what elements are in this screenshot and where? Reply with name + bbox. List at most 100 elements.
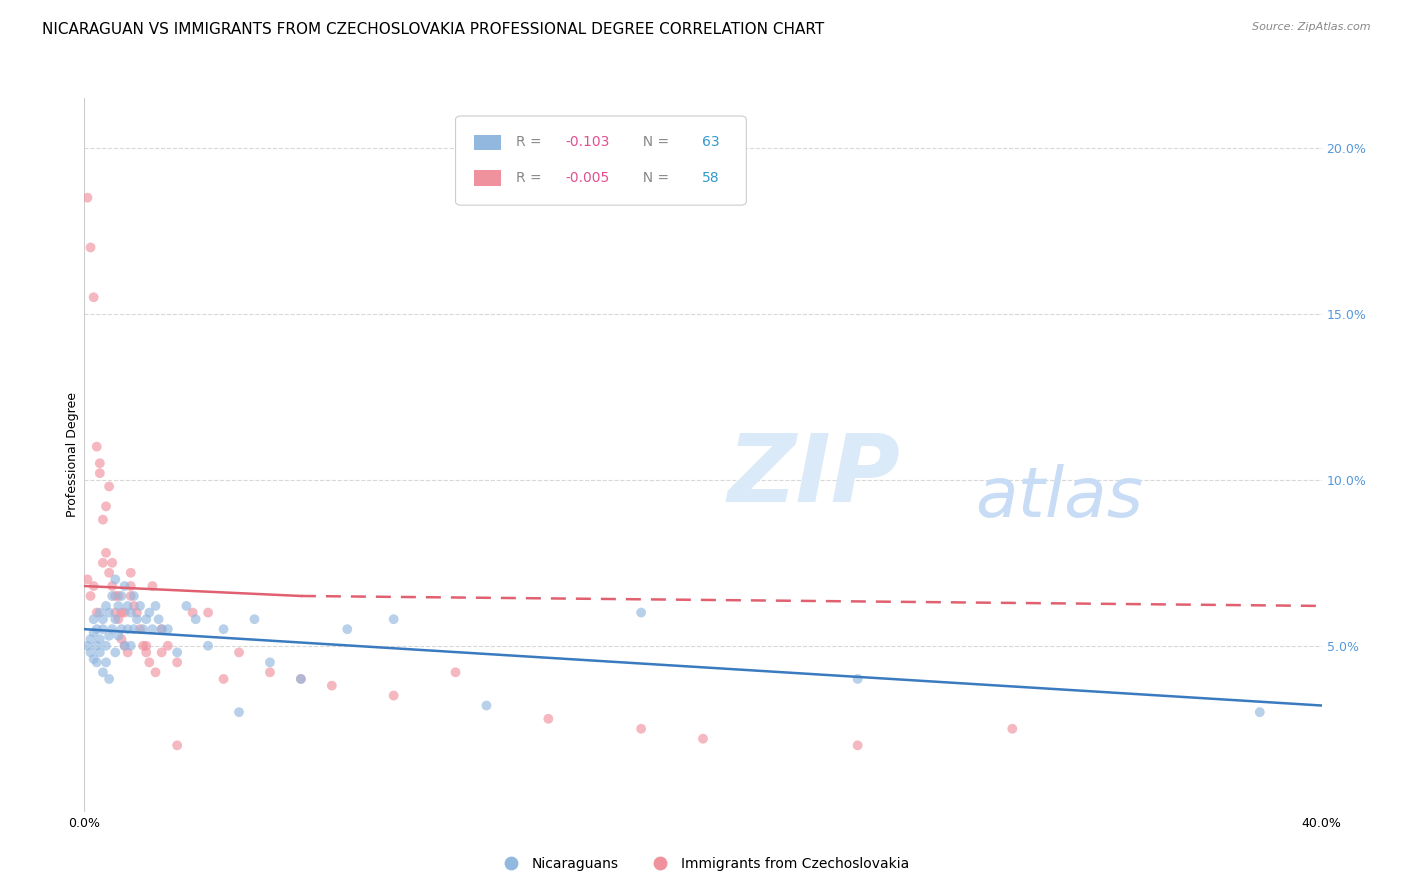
Point [176, 599, 198, 613]
Point [83, 612, 105, 626]
Point [120, 566, 142, 580]
Point [98, 479, 121, 493]
Point [630, 722, 652, 736]
Point [101, 622, 124, 636]
Point [228, 645, 250, 659]
Point [83, 625, 105, 640]
Point [94, 639, 117, 653]
Point [101, 579, 124, 593]
Point [141, 622, 163, 636]
Point [382, 612, 405, 626]
Point [132, 639, 155, 653]
Point [89, 606, 111, 620]
Point [184, 612, 207, 626]
Point [110, 632, 132, 647]
Point [156, 622, 179, 636]
Point [475, 698, 498, 713]
Text: ZIP: ZIP [728, 430, 901, 523]
Point [382, 689, 405, 703]
Point [107, 589, 129, 603]
Point [101, 589, 124, 603]
Point [79, 240, 101, 254]
Point [98, 566, 121, 580]
Point [138, 606, 160, 620]
Point [117, 599, 139, 613]
Point [117, 622, 139, 636]
Point [114, 606, 136, 620]
Text: R =: R = [516, 171, 546, 185]
Bar [474, 170, 502, 186]
Point [120, 579, 142, 593]
Point [91, 556, 114, 570]
Point [125, 612, 148, 626]
Point [104, 589, 127, 603]
Point [107, 629, 129, 643]
Point [79, 632, 101, 647]
Point [104, 573, 127, 587]
Point [86, 656, 108, 670]
Point [98, 672, 121, 686]
Point [145, 599, 167, 613]
Point [94, 656, 117, 670]
Point [290, 672, 312, 686]
Point [145, 665, 167, 680]
Point [148, 612, 170, 626]
Point [86, 440, 108, 454]
Point [444, 665, 467, 680]
Text: -0.005: -0.005 [565, 171, 610, 185]
Point [86, 639, 108, 653]
Point [129, 622, 152, 636]
Legend: Nicaraguans, Immigrants from Czechoslovakia: Nicaraguans, Immigrants from Czechoslova… [491, 851, 915, 876]
Point [101, 556, 124, 570]
Point [94, 546, 117, 560]
Point [259, 656, 281, 670]
Point [166, 739, 188, 753]
Point [135, 645, 157, 659]
Point [122, 622, 145, 636]
Text: 63: 63 [702, 136, 720, 149]
Text: atlas: atlas [976, 464, 1143, 532]
Point [290, 672, 312, 686]
Point [138, 656, 160, 670]
Text: NICARAGUAN VS IMMIGRANTS FROM CZECHOSLOVAKIA PROFESSIONAL DEGREE CORRELATION CHA: NICARAGUAN VS IMMIGRANTS FROM CZECHOSLOV… [42, 22, 824, 37]
Point [98, 606, 121, 620]
Point [120, 589, 142, 603]
Point [83, 652, 105, 666]
Point [104, 645, 127, 659]
Point [166, 645, 188, 659]
Point [110, 622, 132, 636]
Text: -0.103: -0.103 [565, 136, 610, 149]
Point [197, 639, 219, 653]
Point [110, 589, 132, 603]
Point [89, 645, 111, 659]
Point [135, 612, 157, 626]
Point [122, 599, 145, 613]
Point [117, 645, 139, 659]
FancyBboxPatch shape [456, 116, 747, 205]
Point [89, 466, 111, 480]
Point [1249, 705, 1271, 719]
Point [76, 191, 98, 205]
Point [91, 665, 114, 680]
Text: N =: N = [634, 171, 673, 185]
Point [336, 622, 359, 636]
Point [91, 513, 114, 527]
Point [132, 622, 155, 636]
Point [83, 579, 105, 593]
Point [83, 290, 105, 304]
Point [212, 672, 235, 686]
Point [197, 606, 219, 620]
Point [91, 622, 114, 636]
Point [212, 622, 235, 636]
Point [110, 606, 132, 620]
Point [243, 612, 266, 626]
Point [129, 599, 152, 613]
Point [114, 639, 136, 653]
Point [150, 622, 173, 636]
Y-axis label: Professional Degree: Professional Degree [66, 392, 79, 517]
Point [1001, 722, 1024, 736]
Text: 58: 58 [702, 171, 720, 185]
Point [228, 705, 250, 719]
Point [125, 606, 148, 620]
Point [846, 739, 869, 753]
